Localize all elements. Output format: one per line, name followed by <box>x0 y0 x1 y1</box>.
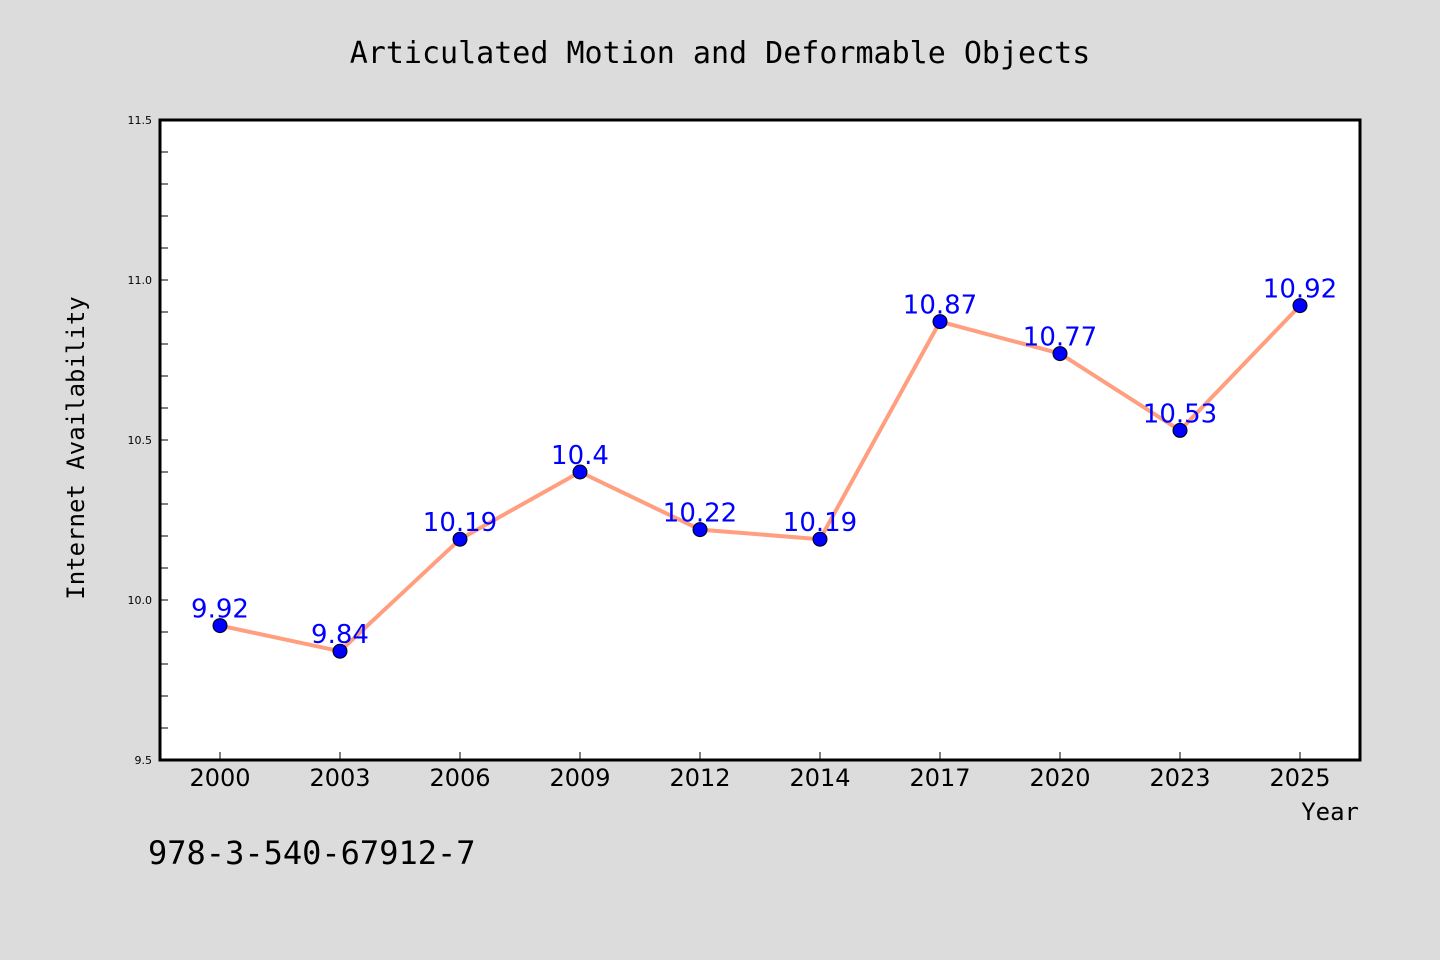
x-tick-label: 2017 <box>909 764 970 792</box>
data-point <box>812 531 828 547</box>
y-tick-label: 10.5 <box>128 434 153 447</box>
y-tick-label: 11.5 <box>128 114 153 127</box>
x-tick-label: 2023 <box>1149 764 1210 792</box>
data-label: 10.19 <box>423 508 497 538</box>
marker-layer <box>212 298 1308 659</box>
x-tick-label: 2014 <box>789 764 850 792</box>
data-label: 10.53 <box>1143 399 1217 429</box>
data-point <box>452 531 468 547</box>
x-tick-label: 2003 <box>309 764 370 792</box>
data-point <box>692 522 708 538</box>
x-tick-label: 2009 <box>549 764 610 792</box>
x-tick-label: 2025 <box>1269 764 1330 792</box>
y-tick-label: 11.0 <box>128 274 153 287</box>
data-label: 10.92 <box>1263 275 1337 305</box>
data-point <box>1052 346 1068 362</box>
data-label: 10.87 <box>903 291 977 321</box>
x-tick-label: 2006 <box>429 764 490 792</box>
series-layer <box>218 303 1302 654</box>
x-axis-ticks: 2000 2003 2006 2009 2012 2014 2017 2020 2023 2025 <box>189 752 1331 792</box>
data-point <box>932 314 948 330</box>
plot-area <box>160 120 1360 760</box>
x-tick-label: 2000 <box>189 764 250 792</box>
footer-text: 978-3-540-67912-7 <box>148 834 476 872</box>
y-tick-label: 9.5 <box>135 754 153 767</box>
x-axis-label: Year <box>1301 798 1359 826</box>
y-tick-label: 10.0 <box>128 594 153 607</box>
data-label: 10.4 <box>551 441 609 471</box>
data-label: 10.77 <box>1023 323 1097 353</box>
series-line <box>218 303 1302 654</box>
y-axis-ticks: 9.5 10.0 10.5 11.0 11.5 <box>128 114 168 767</box>
x-tick-label: 2020 <box>1029 764 1090 792</box>
plot-frame <box>158 118 1362 762</box>
data-point <box>332 643 348 659</box>
data-point <box>212 618 228 634</box>
data-label: 10.19 <box>783 508 857 538</box>
data-label: 10.22 <box>663 499 737 529</box>
data-point <box>1292 298 1308 314</box>
chart-title: Articulated Motion and Deformable Object… <box>350 36 1091 71</box>
y-axis-label: Internet Availability <box>62 296 90 599</box>
data-point <box>572 464 588 480</box>
data-label-layer: 9.92 9.84 10.19 10.4 10.22 10.19 10.87 10.77 10.… <box>191 275 1337 651</box>
data-label: 9.92 <box>191 595 249 625</box>
data-label: 9.84 <box>311 620 369 650</box>
data-point <box>1172 422 1188 438</box>
x-tick-label: 2012 <box>669 764 730 792</box>
